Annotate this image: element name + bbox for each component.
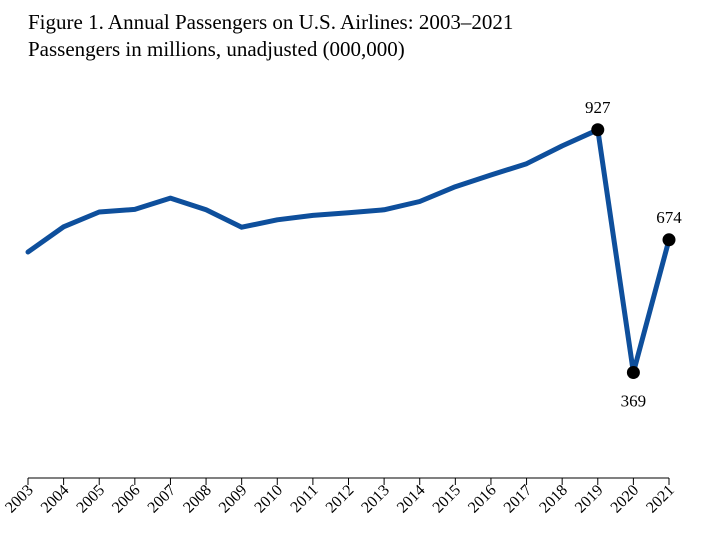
data-label-layer: 927 369 674 [585,98,682,411]
x-tick-label: 2018 [536,482,571,517]
x-tick-label: 2014 [394,482,429,517]
chart-subtitle: Passengers in millions, unadjusted (000,… [28,37,405,61]
series-layer [25,127,672,375]
x-tick-label: 2011 [287,482,321,516]
x-tick-label: 2016 [465,482,500,517]
series-line [25,127,672,375]
data-label: 927 [585,98,611,117]
data-point-marker [662,233,676,247]
x-tick-label: 2003 [2,482,37,517]
x-tick-label: 2020 [608,482,643,517]
x-tick-label: 2004 [38,482,73,517]
x-tick-label: 2008 [180,482,215,517]
x-tick-label: 2015 [430,482,465,517]
x-tick-label: 2013 [358,482,393,517]
chart-title: Figure 1. Annual Passengers on U.S. Airl… [28,10,514,34]
x-tick-label: 2006 [109,482,144,517]
x-tick-label: 2021 [643,482,678,517]
data-label: 674 [656,208,682,227]
x-tick-label: 2019 [572,482,607,517]
data-label: 369 [621,391,647,410]
x-tick-label: 2010 [251,482,286,517]
x-tick-label: 2005 [73,482,108,517]
x-tick-label: 2012 [323,482,358,517]
x-tick-label: 2007 [145,482,180,517]
x-tick-label: 2009 [216,482,251,517]
marker-layer [591,123,676,379]
x-axis: 2003 2004 2005 2006 2007 2008 2009 2010 2011 2012… [2,477,678,517]
x-tick-label: 2017 [501,482,536,517]
data-point-marker [591,123,605,137]
data-point-marker [626,365,640,379]
